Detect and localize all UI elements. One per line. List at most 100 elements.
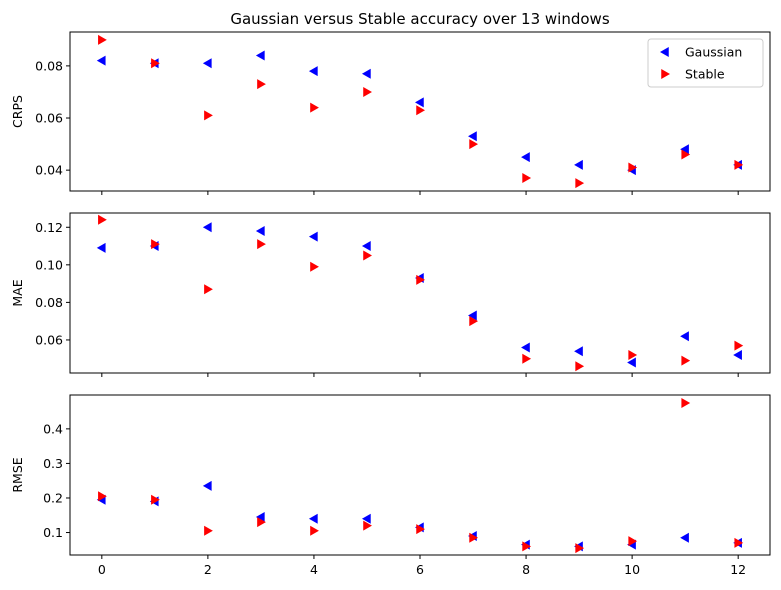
point-stable [363,86,372,97]
point-stable [469,139,479,150]
point-gaussian [255,511,265,522]
point-gaussian [468,131,477,142]
y-tick-label: 0.06 [35,111,63,126]
point-gaussian [521,342,530,353]
point-gaussian [202,222,212,233]
y-tick-label: 0.1 [43,525,63,540]
point-stable [681,397,691,408]
point-stable [575,361,585,372]
point-gaussian [680,144,689,155]
point-stable [734,537,744,548]
panel-crps: 0.04 0.06 0.08 CRPS [10,31,771,195]
point-gaussian [733,349,742,360]
x-tick-label: 4 [310,562,318,577]
legend-marker-stable [661,69,670,79]
y-axis-label: CRPS [10,95,25,128]
point-stable [98,214,107,225]
point-gaussian [308,231,318,242]
point-stable [469,532,479,543]
point-gaussian [680,331,689,342]
point-gaussian [202,480,212,491]
chart-title: Gaussian versus Stable accuracy over 13 … [230,10,609,28]
point-gaussian [521,152,530,163]
y-tick-label: 0.10 [35,257,63,272]
point-stable [734,159,744,170]
x-tick-label: 10 [624,562,640,577]
point-stable [628,162,638,173]
x-tick-label: 8 [522,562,530,577]
y-axis-label: MAE [10,279,25,306]
point-stable [151,494,160,505]
y-tick-label: 0.08 [35,295,63,310]
point-stable [204,525,213,536]
point-gaussian [574,346,583,357]
point-stable [98,491,107,502]
legend-label-gaussian: Gaussian [685,45,742,60]
point-stable [628,536,638,547]
panel-rmse: 0.1 0.2 0.3 0.4 0 2 4 6 8 10 12 RMSE [10,394,771,577]
point-stable [469,316,479,327]
x-tick-label: 6 [416,562,424,577]
point-stable [416,524,425,535]
axes-frame [69,31,771,192]
point-gaussian [415,97,424,108]
y-tick-label: 0.12 [35,220,63,235]
point-stable [734,340,744,351]
point-stable [416,274,425,285]
point-gaussian [202,58,212,69]
point-stable [416,105,425,116]
y-tick-label: 0.2 [43,490,63,505]
point-stable [151,58,160,69]
point-stable [628,349,638,360]
point-gaussian [255,50,265,61]
legend-marker-gaussian [660,47,669,57]
point-stable [575,178,585,189]
y-tick-label: 0.06 [35,332,63,347]
point-stable [522,541,532,552]
point-stable [363,250,372,261]
point-stable [310,525,319,536]
point-gaussian [361,68,371,79]
point-stable [151,239,160,250]
point-stable [522,353,532,364]
y-axis-label: RMSE [10,457,25,492]
point-gaussian [361,513,371,524]
point-gaussian [308,66,318,77]
point-stable [204,284,213,295]
point-stable [98,34,107,45]
point-gaussian [308,513,318,524]
point-gaussian [361,241,371,252]
point-stable [363,520,372,531]
point-stable [310,102,319,113]
x-tick-label: 0 [98,562,106,577]
y-tick-label: 0.04 [35,163,63,178]
point-gaussian [96,55,106,66]
point-gaussian [627,357,636,368]
axes-frame [69,394,771,556]
point-stable [681,355,691,366]
x-tick-label: 2 [204,562,212,577]
point-stable [204,110,213,121]
point-gaussian [680,532,689,543]
point-gaussian [468,310,477,321]
point-gaussian [255,226,265,237]
legend: Gaussian Stable [647,38,764,88]
y-tick-label: 0.3 [43,456,63,471]
point-stable [575,543,585,554]
point-stable [257,79,266,90]
point-stable [257,517,266,528]
legend-box [647,38,764,88]
y-tick-label: 0.08 [35,58,63,73]
legend-label-stable: Stable [685,67,725,82]
point-stable [522,172,532,183]
axes-frame [69,212,771,374]
y-tick-label: 0.4 [43,421,63,436]
point-gaussian [96,242,106,253]
x-tick-label: 12 [730,562,746,577]
point-stable [257,239,266,250]
point-stable [310,261,319,272]
point-stable [681,149,691,160]
panel-mae: 0.06 0.08 0.10 0.12 MAE [10,212,771,377]
point-gaussian [574,159,583,170]
